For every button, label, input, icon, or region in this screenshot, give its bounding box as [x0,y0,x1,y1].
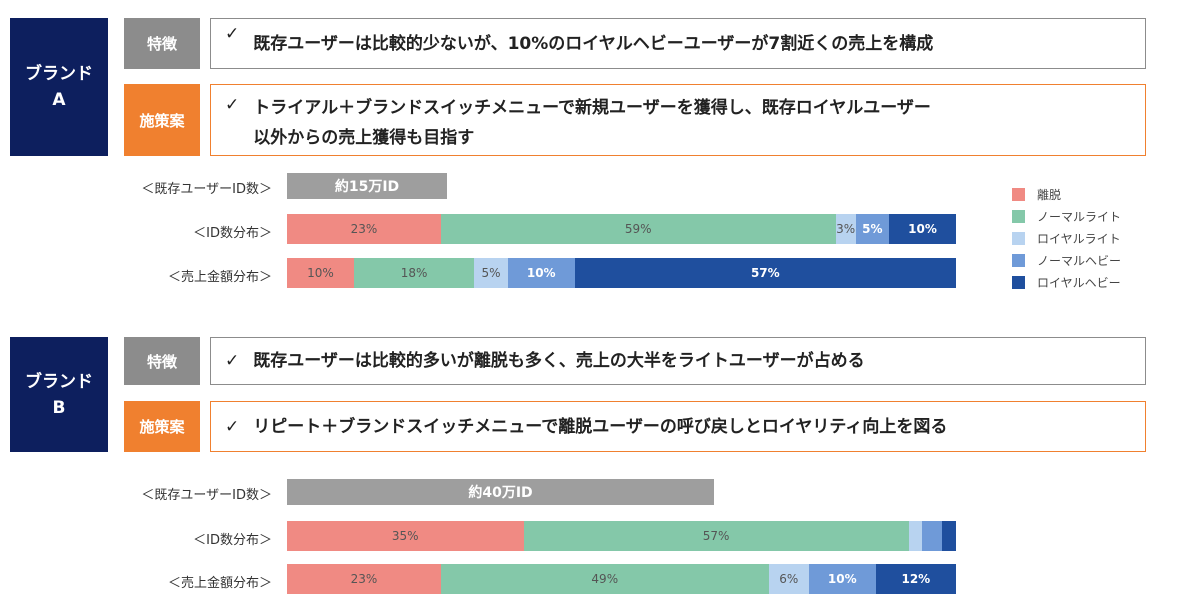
legend-label: ロイヤルヘビー [1037,276,1121,290]
brand-b-measure-tag: 施策案 [124,401,200,452]
data-label: 49% [591,572,619,586]
check-icon: ✓ [225,95,240,115]
legend-label: ノーマルヘビー [1037,254,1122,268]
bar-segment-ノーマルヘビー: 5% [855,214,890,244]
bar-segment-ノーマルヘビー [922,521,943,551]
brand-a-feature-tag: 特徴 [124,18,200,69]
data-label: 23% [350,572,378,586]
bar-segment-ノーマルライト: 59% [440,214,836,244]
legend: 離脱ノーマルライト ロイヤルライト ノーマルヘビー ロイヤルヘビー [1012,186,1182,296]
data-label: 23% [350,222,378,236]
legend-label: 離脱 [1037,188,1062,202]
data-label: 18% [400,266,428,280]
bar-segment-ノーマルライト: 49% [440,564,769,594]
brand-a-label-line2: A [52,90,66,110]
brand-a-label: ブランド A [10,18,108,156]
bar-segment-ロイヤルヘビー [942,521,956,551]
legend-swatch [1012,254,1025,267]
brand-a-id-count-label: ＜既存ユーザーID数＞ [141,182,272,197]
legend-label: ノーマルライト [1037,210,1122,224]
legend-swatch [1012,276,1025,289]
bar-segment-ロイヤルライト: 3% [835,214,856,244]
legend-item: ノーマルライト [1012,208,1121,225]
legend-swatch [1012,232,1025,245]
data-label: 10% [307,266,334,280]
bar-segment-離脱: 35% [287,521,524,551]
data-label: 10% [908,222,937,236]
bar-segment-ノーマルヘビー: 10% [507,258,575,288]
brand-a-sales-dist-bar: 10% 18% 5% 10% 57% [287,258,956,288]
brand-b-label-line2: B [52,397,66,418]
brand-a-feature-text: 既存ユーザーは比較的少ないが、10%のロイヤルヘビーユーザーが7割近くの売上を構… [253,33,934,54]
brand-b-id-dist-label: ＜ID数分布＞ [193,533,272,548]
data-label: 12% [901,572,931,586]
data-label: 6% [779,572,799,586]
legend-label: ロイヤルライト [1037,232,1121,246]
brand-b-feature-box: ✓ 既存ユーザーは比較的多いが離脱も多く、売上の大半をライトユーザーが占める [210,337,1146,385]
bar-segment-ノーマルライト: 57% [523,521,909,551]
data-label: 35% [391,529,419,543]
brand-b-sales-dist-bar: 23% 49% 6% 10% 12% [287,564,956,594]
brand-b-feature-text: 既存ユーザーは比較的多いが離脱も多く、売上の大半をライトユーザーが占める [253,351,865,371]
bar-segment-離脱: 23% [287,214,441,244]
check-icon: ✓ [225,24,240,44]
check-icon: ✓ [225,351,240,371]
brand-a-measure-tag: 施策案 [124,84,200,156]
brand-b-sales-dist-label: ＜売上金額分布＞ [167,576,272,591]
brand-a-id-dist-bar: 23% 59% 3% 5% 10% [287,214,956,244]
check-icon: ✓ [225,416,240,437]
bar-segment-離脱: 10% [287,258,354,288]
bar-segment-ノーマルヘビー: 10% [808,564,876,594]
brand-a-id-dist-label: ＜ID数分布＞ [193,226,272,241]
brand-b-feature-tag: 特徴 [124,337,200,385]
legend-item: ロイヤルヘビー [1012,274,1121,291]
data-label: 3% [836,222,856,236]
data-label: 5% [862,222,883,236]
data-label: 57% [750,266,780,280]
data-label: 57% [702,529,730,543]
brand-b-label-line1: ブランド [25,371,93,392]
bar-segment-ロイヤルライト [908,521,923,551]
bar-segment-離脱: 23% [287,564,441,594]
legend-swatch [1012,188,1025,201]
data-label: 10% [827,572,857,586]
bar-segment-ロイヤルライト: 6% [768,564,809,594]
legend-item: 離脱 [1012,186,1061,203]
brand-a-feature-box: ✓ 既存ユーザーは比較的少ないが、10%のロイヤルヘビーユーザーが7割近くの売上… [210,18,1146,69]
bar-segment-ロイヤルライト: 5% [474,258,508,288]
bar-segment-ロイヤルヘビー: 12% [875,564,956,594]
brand-a-id-count-bar: 約15万ID [287,173,447,199]
legend-swatch [1012,210,1025,223]
data-label: 10% [526,266,556,280]
brand-a-measure-text: トライアル＋ブランドスイッチメニューで新規ユーザーを獲得し、既存ロイヤルユーザー… [253,97,931,148]
brand-b-id-dist-bar: 35% 57% [287,521,956,551]
brand-b-id-count-bar: 約40万ID [287,479,714,505]
data-label: 59% [624,222,652,236]
brand-a-sales-dist-label: ＜売上金額分布＞ [167,270,272,285]
brand-a-label-line1: ブランド [25,64,93,84]
data-label: 5% [481,266,501,280]
brand-b-id-count-label: ＜既存ユーザーID数＞ [141,488,272,503]
brand-b-measure-box: ✓ リピート＋ブランドスイッチメニューで離脱ユーザーの呼び戻しとロイヤリティ向上… [210,401,1146,452]
bar-segment-ロイヤルヘビー: 10% [889,214,956,244]
brand-b-measure-text: リピート＋ブランドスイッチメニューで離脱ユーザーの呼び戻しとロイヤリティ向上を図… [253,416,948,437]
brand-b-label: ブランド B [10,337,108,452]
bar-segment-ノーマルライト: 18% [353,258,475,288]
bar-segment-ロイヤルヘビー: 57% [574,258,956,288]
legend-item: ノーマルヘビー [1012,252,1121,269]
brand-a-measure-box: ✓ トライアル＋ブランドスイッチメニューで新規ユーザーを獲得し、既存ロイヤルユー… [210,84,1146,156]
legend-item: ロイヤルライト [1012,230,1121,247]
